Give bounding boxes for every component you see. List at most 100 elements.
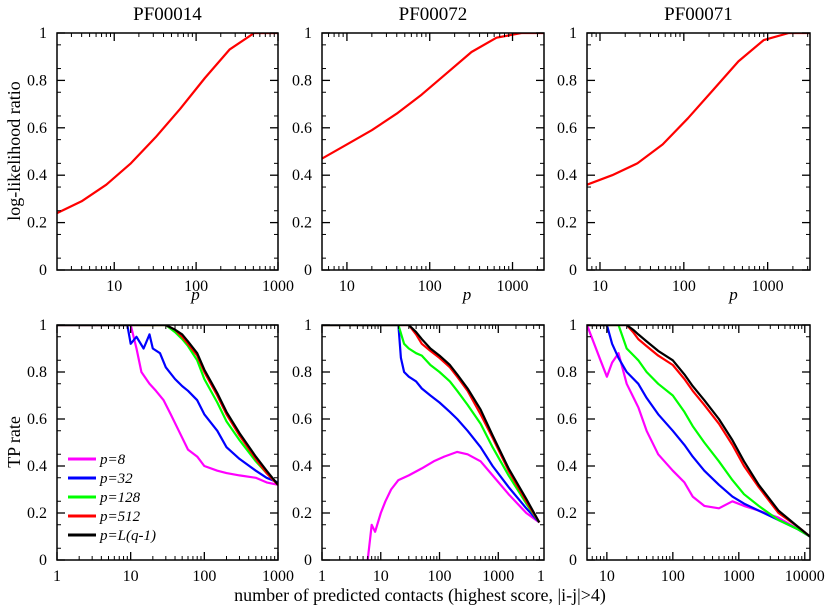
series-line-p-128 — [57, 325, 278, 486]
legend-label-p128: p=128 — [99, 490, 141, 506]
y-tick-label: 0.6 — [557, 411, 577, 428]
x-tick-label: 10 — [373, 568, 389, 585]
series-line-p-512 — [587, 325, 810, 538]
panel-5: 0 0.2 0.4 0.6 0.8 1 1 10 100 1000 — [292, 317, 545, 585]
series-line-p-512 — [57, 325, 278, 486]
x-tick-label: 10 — [106, 278, 122, 295]
y-tick-label: 0.4 — [557, 167, 577, 184]
panel-frame — [586, 324, 811, 561]
y-tick-label: 0.2 — [557, 505, 577, 522]
panel-xlabel-p: p — [462, 285, 472, 304]
legend-label-p8: p=8 — [99, 452, 126, 468]
series-line-p-32 — [322, 325, 541, 524]
panel-frame — [56, 32, 279, 271]
y-tick-label: 0.2 — [27, 505, 47, 522]
panel-5-series — [322, 325, 541, 560]
x-tick-label: 1000 — [262, 278, 294, 295]
y-tick-label: 0.4 — [27, 167, 47, 184]
y-tick-label: 0.2 — [292, 505, 312, 522]
panel-2-series — [322, 33, 544, 160]
x-tick-label: 10 — [599, 568, 615, 585]
panel-4-series — [57, 325, 278, 486]
series-line-p-32 — [57, 325, 278, 484]
x-tick-label: 10 — [123, 568, 139, 585]
ylabel-log-likelihood: log-likelihood ratio — [4, 81, 24, 220]
series-line-p-32 — [587, 325, 810, 538]
y-tick-label: 0.6 — [557, 120, 577, 137]
y-tick-label: 0.6 — [27, 411, 47, 428]
panel-title: PF00072 — [399, 4, 468, 25]
series-line-p-l-q-1 — [322, 325, 541, 523]
panel-frame — [586, 32, 811, 271]
panel-2: 0 0.2 0.4 0.6 0.8 1 10 100 1000 PF00072 p — [292, 4, 545, 304]
series-line-p-l-q-1 — [57, 325, 278, 486]
panel-4: 0 0.2 0.4 0.6 0.8 1 1 10 100 1000 — [27, 317, 294, 585]
series-line-p-8 — [57, 325, 278, 486]
legend: p=8 p=32 p=128 p=512 p=L(q-1) — [68, 452, 156, 544]
x-tick-label: 100 — [428, 568, 452, 585]
series-line-p-128 — [322, 325, 541, 524]
y-tick-label: 0.8 — [292, 364, 312, 381]
panel-title: PF00014 — [133, 4, 202, 25]
series-line-log-likelihood-ratio — [57, 33, 278, 215]
y-tick-label: 1 — [569, 25, 577, 42]
panel-1-series — [57, 33, 278, 215]
legend-label-p512: p=512 — [99, 509, 141, 525]
y-tick-label: 0.8 — [27, 364, 47, 381]
y-tick-label: 0 — [39, 262, 47, 279]
panel-xlabel-p: p — [728, 285, 738, 304]
y-tick-label: 0 — [304, 262, 312, 279]
y-tick-label: 1 — [39, 317, 47, 334]
y-tick-label: 0.4 — [292, 167, 312, 184]
y-tick-label: 1 — [39, 25, 47, 42]
series-line-log-likelihood-ratio — [322, 33, 544, 160]
x-tick-label: 10000 — [785, 568, 825, 585]
y-tick-label: 0.8 — [27, 72, 47, 89]
panel-frame — [321, 32, 545, 271]
y-tick-label: 0.4 — [292, 458, 312, 475]
y-tick-label: 0 — [569, 552, 577, 569]
series-line-p-8 — [587, 325, 810, 538]
series-line-log-likelihood-ratio — [587, 33, 810, 186]
y-tick-label: 0.6 — [292, 120, 312, 137]
x-tick-label: 100 — [184, 278, 208, 295]
x-tick-label: 1000 — [723, 568, 755, 585]
y-tick-label: 0.8 — [292, 72, 312, 89]
y-tick-label: 1 — [304, 25, 312, 42]
y-tick-label: 1 — [304, 317, 312, 334]
x-tick-label: 1 — [53, 568, 61, 585]
y-tick-label: 0.2 — [292, 215, 312, 232]
panel-3-series — [587, 33, 810, 186]
y-tick-label: 0 — [569, 262, 577, 279]
x-tick-label: 1 — [537, 568, 545, 585]
y-tick-label: 0.6 — [292, 411, 312, 428]
y-tick-label: 0 — [39, 552, 47, 569]
panel-3: 0 0.2 0.4 0.6 0.8 1 10 100 1000 PF00071 p — [557, 4, 811, 304]
panel-frame — [321, 324, 545, 561]
xlabel-predicted-contacts: number of predicted contacts (highest sc… — [234, 585, 606, 606]
x-tick-label: 100 — [661, 568, 685, 585]
ylabel-tp-rate: TP rate — [4, 416, 24, 468]
y-tick-label: 0.4 — [27, 458, 47, 475]
y-tick-label: 0.2 — [557, 215, 577, 232]
series-line-p-128 — [587, 325, 810, 538]
series-line-p-8 — [366, 450, 540, 560]
legend-label-pLq: p=L(q-1) — [99, 528, 156, 544]
legend-label-p32: p=32 — [99, 471, 133, 487]
x-tick-label: 1000 — [262, 568, 294, 585]
panel-frame — [56, 324, 279, 561]
panel-title: PF00071 — [664, 4, 733, 25]
x-tick-label: 100 — [192, 568, 216, 585]
x-tick-label: 10 — [592, 278, 608, 295]
x-tick-label: 1000 — [482, 568, 514, 585]
x-tick-label: 1000 — [497, 278, 529, 295]
x-tick-label: 100 — [418, 278, 442, 295]
x-tick-label: 1000 — [752, 278, 784, 295]
y-tick-label: 1 — [569, 317, 577, 334]
y-tick-label: 0 — [304, 552, 312, 569]
y-tick-label: 0.2 — [27, 215, 47, 232]
panel-6-series — [587, 325, 810, 538]
x-tick-label: 1 — [318, 568, 326, 585]
